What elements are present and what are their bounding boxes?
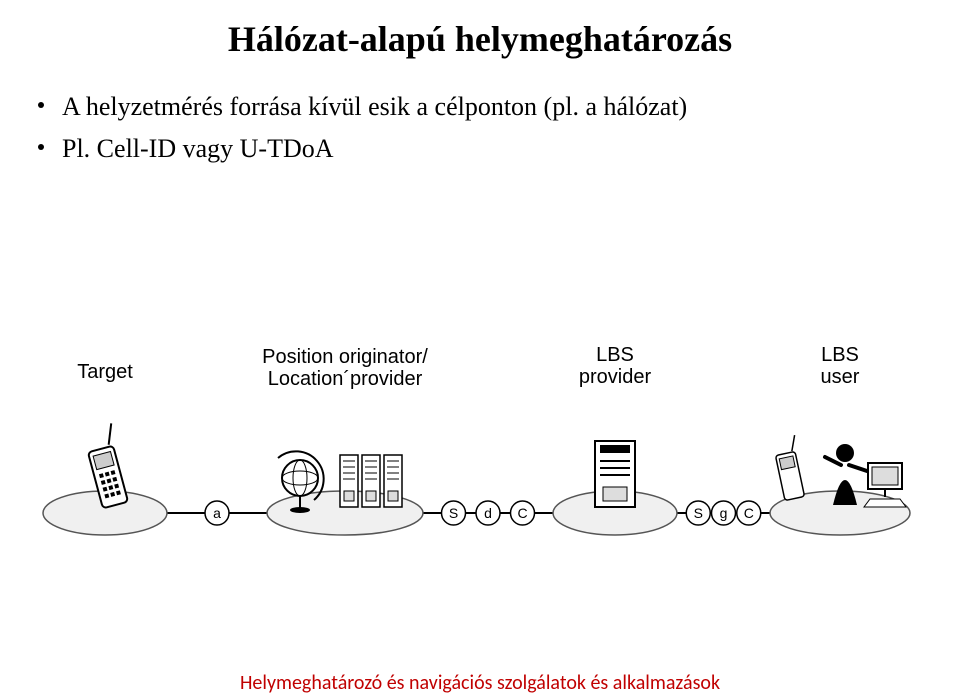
slide-footer: Helymeghatározó és navigációs szolgálato…	[0, 671, 960, 695]
svg-text:a: a	[213, 505, 221, 521]
svg-text:Target: Target	[77, 361, 133, 383]
svg-text:Location´provider: Location´provider	[268, 368, 423, 390]
bullet-text: Pl. Cell-ID vagy U-TDoA	[62, 130, 334, 168]
network-diagram: aSdCSgCTargetPosition originator/Locatio…	[40, 343, 920, 573]
svg-text:g: g	[720, 505, 728, 521]
bullet-dot-icon	[38, 144, 44, 150]
svg-text:d: d	[484, 505, 492, 521]
svg-text:C: C	[517, 505, 527, 521]
bullet-item: Pl. Cell-ID vagy U-TDoA	[38, 130, 960, 168]
svg-text:LBS: LBS	[821, 344, 859, 366]
slide-title: Hálózat-alapú helymeghatározás	[0, 18, 960, 60]
svg-text:Position originator/: Position originator/	[262, 346, 428, 368]
svg-text:provider: provider	[579, 366, 652, 388]
bullet-list: A helyzetmérés forrása kívül esik a célp…	[38, 88, 960, 167]
svg-text:S: S	[449, 505, 458, 521]
bullet-item: A helyzetmérés forrása kívül esik a célp…	[38, 88, 960, 126]
bullet-text: A helyzetmérés forrása kívül esik a célp…	[62, 88, 687, 126]
svg-text:C: C	[744, 505, 754, 521]
svg-text:user: user	[821, 366, 860, 388]
svg-text:S: S	[694, 505, 703, 521]
svg-text:LBS: LBS	[596, 344, 634, 366]
bullet-dot-icon	[38, 102, 44, 108]
